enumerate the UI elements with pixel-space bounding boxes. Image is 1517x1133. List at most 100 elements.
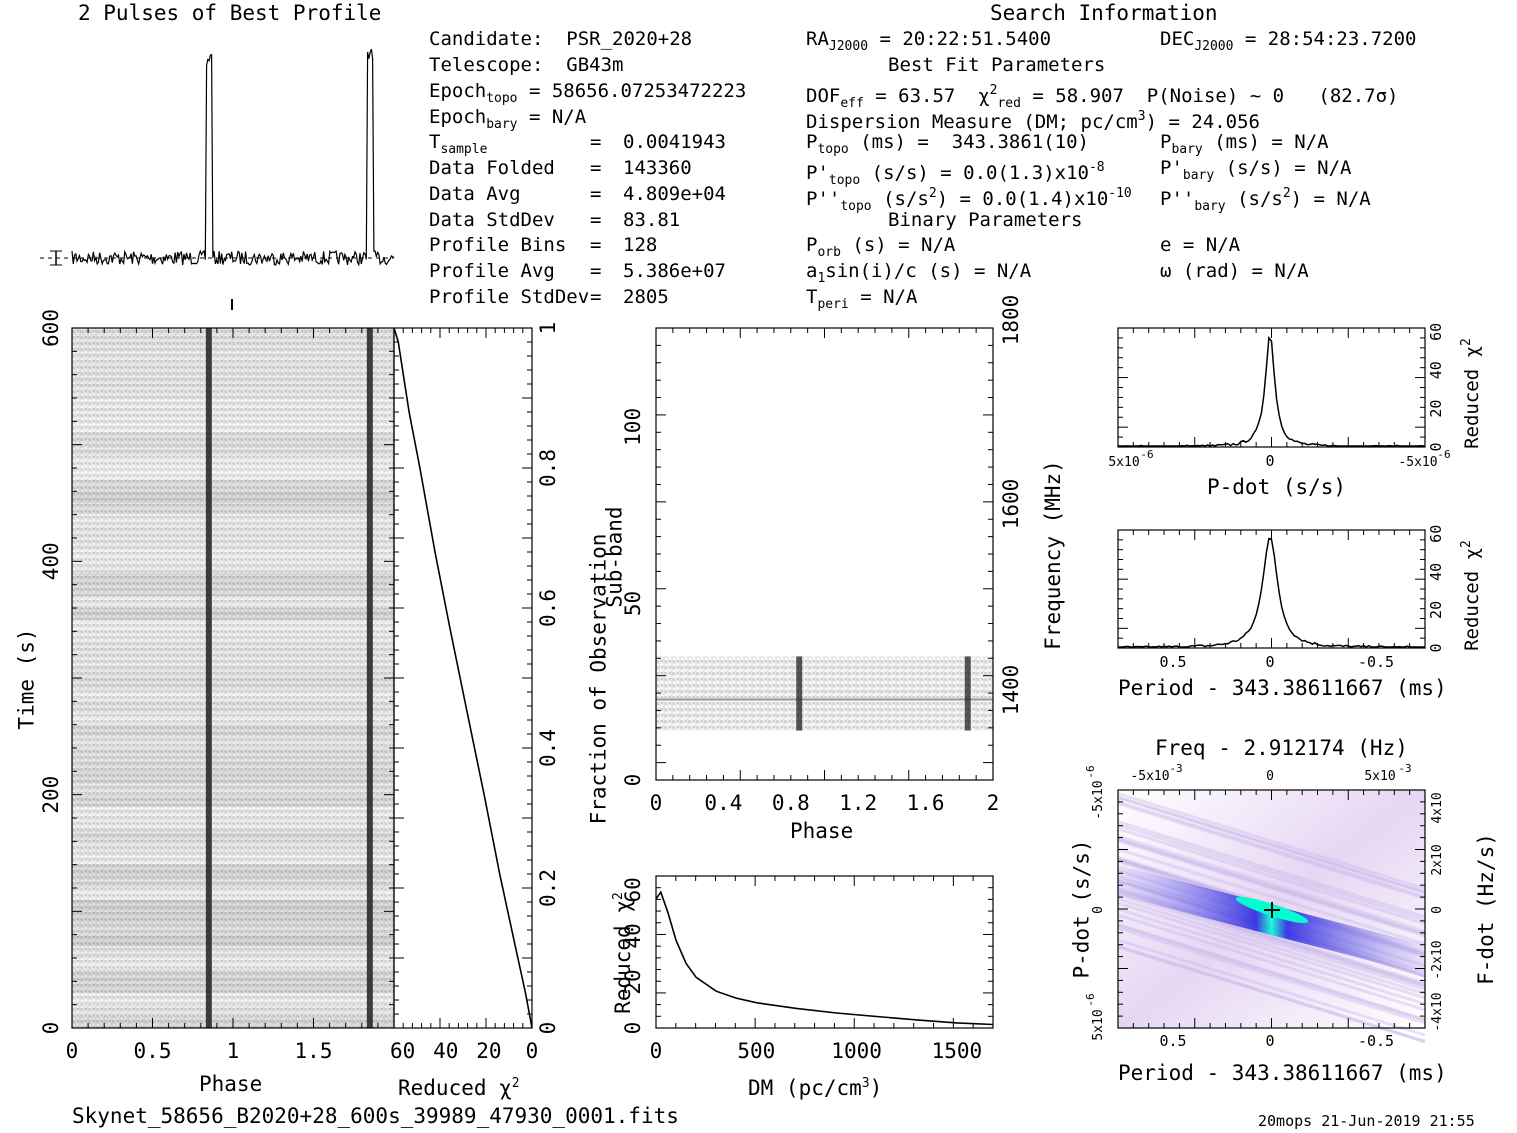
data-stddev-label: Data StdDev [429, 209, 555, 231]
ra-value: = 20:22:51.5400 [868, 28, 1052, 50]
pp-streak-13 [1117, 944, 1426, 1043]
pp-streak-12 [1117, 893, 1426, 991]
pdtopo-exp: -8 [1088, 160, 1105, 175]
dm-ytick-label-0: 0 [621, 1022, 645, 1035]
time-phase-row-36 [72, 748, 394, 760]
a1-sub: 1 [817, 271, 826, 286]
per-ytick-label-2: 40 [1427, 563, 1445, 581]
dm-ytick-label-1: 20 [621, 969, 645, 994]
pp-y2tick-label-2: 0 [1430, 906, 1445, 914]
t-sample-label: Tsample [429, 131, 487, 161]
dec-label: DEC [1160, 28, 1195, 50]
dec-line: DECJ2000 = 28:54:23.7200 [1160, 28, 1417, 58]
dm-sup: 3 [1137, 109, 1146, 124]
time-phase-row-29 [72, 666, 394, 678]
per-ytick-label-1: 20 [1427, 601, 1445, 619]
time-phase-row-16 [72, 514, 394, 527]
time-phase-row-6 [72, 398, 394, 410]
dm-ytick-label-2: 40 [621, 923, 645, 948]
time-phase-row-37 [72, 759, 394, 772]
ptopo-sub: topo [817, 142, 849, 157]
time-phase-row-56 [72, 981, 394, 993]
time-phase-row-41 [72, 806, 394, 818]
time-phase-row-49 [72, 899, 394, 912]
t-sample-sub: sample [440, 142, 488, 157]
ct-xtick-label-0: 60 [390, 1039, 415, 1063]
epoch-topo-label: Epoch [429, 80, 487, 102]
tp-ytick-label-3: 600 [39, 309, 63, 347]
per-frame [1117, 529, 1426, 649]
time-phase-row-43 [72, 829, 394, 842]
dm-xtick-label-1: 500 [737, 1039, 775, 1063]
ptopo-label: P [806, 131, 818, 153]
time-phase-row-24 [72, 608, 394, 620]
pdbary-sub: bary [1182, 168, 1215, 183]
profile-bins-label: Profile Bins [429, 234, 567, 256]
tp-ytick-label-2: 400 [39, 542, 63, 580]
time-phase-row-12 [72, 468, 394, 480]
time-phase-row-39 [72, 783, 394, 795]
profile-title: 2 Pulses of Best Profile [78, 1, 382, 25]
pp-ytick-bottom: 5x10 [1091, 1009, 1106, 1040]
dm-xtick-label-3: 1500 [932, 1039, 983, 1063]
pp-streak-2 [1117, 945, 1426, 1044]
sb-y2tick-label-0: 1400 [999, 665, 1023, 716]
pbary-value: (ms) = N/A [1202, 131, 1329, 153]
porb-label: P [806, 234, 818, 256]
pp-toptick-mid: 0 [1266, 769, 1274, 784]
epoch-bary-line: Epochbary = N/A [429, 106, 586, 136]
pp-xlabel: Period - 343.38611667 (ms) [1118, 1061, 1447, 1085]
pp-y2tick-label-0: 4x10 [1430, 792, 1445, 823]
pp-streak-26 [1117, 923, 1426, 1021]
profile-avg-label: Profile Avg [429, 260, 555, 282]
subband-active-noise [656, 656, 993, 731]
pp-ytick-top-exp: -6 [1084, 765, 1097, 778]
eq-5: = [590, 234, 602, 256]
profile-bins-value: 128 [623, 234, 658, 256]
pd-ytick-label-2: 40 [1427, 361, 1445, 379]
pp-toptick-left: -5x10 [1130, 769, 1169, 784]
chi-label: χ [978, 85, 990, 107]
time-phase-row-22 [72, 584, 394, 597]
pddbary-value-a: (s/s [1225, 188, 1283, 210]
pp-streak-10 [1117, 792, 1426, 891]
sb-ytick-label-0: 0 [621, 774, 645, 787]
omega-line: ω (rad) = N/A [1160, 260, 1309, 282]
time-phase-row-3 [72, 363, 394, 375]
pp-streak-28 [1117, 837, 1426, 936]
time-phase-row-58 [72, 1004, 394, 1017]
sb-xtick-label-2: 0.8 [772, 791, 810, 815]
pdtopo-line: P'topo (s/s) = 0.0(1.3)x10-8 [806, 157, 1105, 192]
ct-ytick-label-5: 1 [536, 322, 560, 335]
pp-streak-34 [1117, 847, 1426, 946]
chi-dm-frame [655, 875, 994, 1029]
time-phase-row-47 [72, 876, 394, 888]
per-ylabel-text: Reduced χ [1460, 547, 1483, 651]
dec-value: = 28:54:23.7200 [1233, 28, 1417, 50]
sb-xtick-label-4: 1.6 [907, 791, 945, 815]
profile-avg-value: 5.386e+07 [623, 260, 726, 282]
pd-ylabel: Reduced χ2 [1456, 338, 1483, 449]
chi-time-curve [393, 327, 533, 1029]
time-phase-row-34 [72, 724, 394, 737]
time-phase-row-46 [72, 864, 394, 877]
time-phase-row-19 [72, 549, 394, 562]
pp-title: Freq - 2.912174 (Hz) [1155, 736, 1408, 760]
pbary-sub: bary [1171, 142, 1203, 157]
ptopo-line: Ptopo (ms) = 343.3861(10) [806, 131, 1089, 161]
tp-xtick-label-3: 1.5 [295, 1039, 333, 1063]
pp-streak-14 [1117, 837, 1426, 936]
time-phase-row-53 [72, 946, 394, 958]
pp-streak-20 [1117, 827, 1426, 926]
chi-dm-curve [655, 890, 994, 1026]
chi-sub: red [997, 96, 1021, 111]
data-folded-label: Data Folded [429, 157, 555, 179]
ct-xtick-label-2: 20 [476, 1039, 501, 1063]
sb-y2tick-label-1: 1600 [999, 479, 1023, 530]
pd-ytick-label-3: 60 [1427, 323, 1445, 341]
time-phase-row-38 [72, 771, 394, 783]
pp-toptick-left-exp: -3 [1169, 762, 1182, 775]
ra-line: RAJ2000 = 20:22:51.5400 [806, 28, 1051, 58]
ct-xtick-label-3: 0 [526, 1039, 539, 1063]
candidate-line: Candidate: PSR_2020+28 [429, 28, 693, 50]
